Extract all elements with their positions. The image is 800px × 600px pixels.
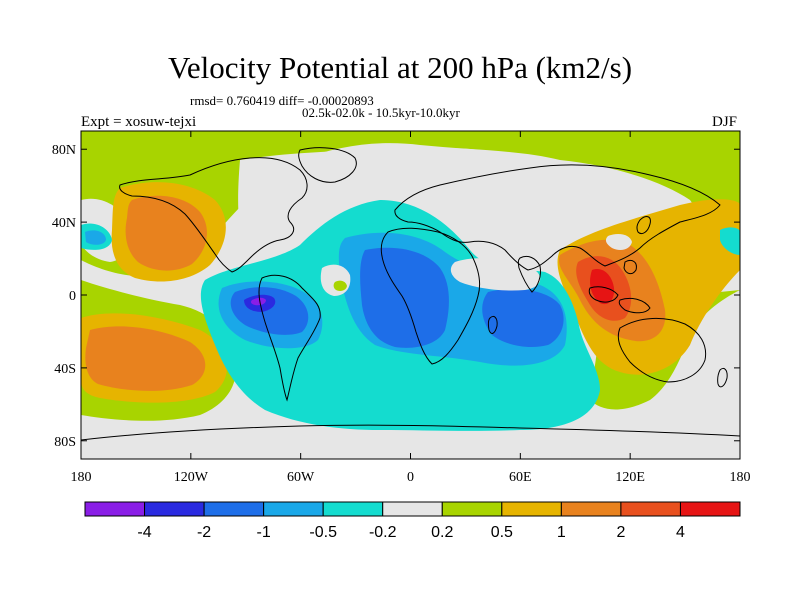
y-tick-label: 0 <box>69 289 76 304</box>
colorbar-swatch <box>620 501 681 517</box>
y-axis: 80N 40N 0 40S 80S <box>52 143 740 450</box>
colorbar-label: 4 <box>676 524 685 541</box>
colorbar-label: -0.5 <box>309 524 337 541</box>
filled-contour-field <box>81 131 740 459</box>
stats-line: rmsd= 0.760419 diff= -0.00020893 <box>190 93 374 108</box>
colorbar-swatch <box>144 501 205 517</box>
y-tick-label: 80S <box>54 435 76 450</box>
x-tick-label: 60E <box>509 470 532 485</box>
x-axis: 180 120W 60W 0 60E 120E 180 <box>71 131 751 485</box>
colorbar-swatch <box>441 501 503 517</box>
x-tick-label: 120W <box>174 470 209 485</box>
colorbar-swatch <box>322 501 384 517</box>
colorbar-label: 0.5 <box>491 524 513 541</box>
colorbar-swatch <box>203 501 265 517</box>
colorbar-label: -1 <box>257 524 271 541</box>
contour-orange-north-pacific <box>125 195 207 271</box>
experiment-label: Expt = xosuw-tejxi <box>81 114 197 130</box>
y-tick-label: 40N <box>52 216 76 231</box>
coastlines <box>81 147 740 441</box>
colorbar-label: 1 <box>557 524 566 541</box>
contour-neutral-arabian-sea <box>450 258 541 291</box>
contour-blue-indian-ocean <box>482 288 564 347</box>
contour-blue-atlantic-africa <box>360 247 449 348</box>
contour-green-brazil <box>333 280 347 291</box>
x-tick-label: 0 <box>407 470 414 485</box>
period-line: 02.5k-02.0k - 10.5kyr-10.0kyr <box>302 105 460 120</box>
x-tick-label: 60W <box>287 470 315 485</box>
colorbar-swatch <box>501 501 562 517</box>
contour-lightblue-west-pacific <box>85 230 106 245</box>
colorbar-swatch <box>560 501 622 517</box>
contour-purple-south-america <box>251 297 266 306</box>
colorbar-swatch <box>263 501 324 517</box>
colorbar-label: 0.2 <box>431 524 453 541</box>
x-tick-label: 120E <box>615 470 645 485</box>
contour-orange-south-pacific <box>85 326 206 391</box>
season-label: DJF <box>712 114 738 130</box>
colorbar-swatch <box>679 501 741 517</box>
y-tick-label: 40S <box>54 362 76 377</box>
colorbar-swatch <box>382 501 443 517</box>
x-tick-label: 180 <box>71 470 92 485</box>
colorbar-swatch <box>84 501 146 517</box>
x-tick-label: 180 <box>730 470 751 485</box>
colorbar-label: -2 <box>197 524 211 541</box>
colorbar: -4 -2 -1 -0.5 -0.2 0.2 0.5 1 2 4 <box>84 501 741 541</box>
y-tick-label: 80N <box>52 143 76 158</box>
chart-title: Velocity Potential at 200 hPa (km2/s) <box>167 50 633 85</box>
colorbar-label: 2 <box>616 524 625 541</box>
colorbar-label: -4 <box>137 524 151 541</box>
contour-neutral-south-china-sea <box>605 234 632 250</box>
contour-neutral-antarctic <box>81 435 740 459</box>
colorbar-label: -0.2 <box>369 524 397 541</box>
contour-cyan-dateline <box>720 227 740 255</box>
